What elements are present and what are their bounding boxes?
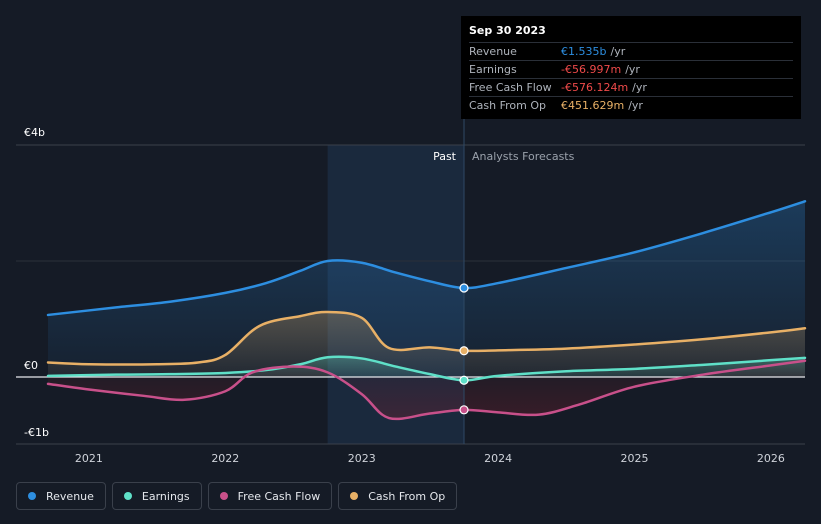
tooltip-row-cash-from-op: Cash From Op €451.629m /yr <box>469 96 793 114</box>
tooltip-row-free-cash-flow: Free Cash Flow -€576.124m /yr <box>469 78 793 96</box>
tooltip-label: Free Cash Flow <box>469 81 552 94</box>
tooltip-unit: /yr <box>625 63 640 76</box>
marker-point-revenue <box>459 283 469 293</box>
legend: Revenue Earnings Free Cash Flow Cash Fro… <box>16 482 458 510</box>
legend-dot-icon <box>28 492 36 500</box>
line-revenue <box>46 200 807 317</box>
legend-item-cash-from-op[interactable]: Cash From Op <box>338 482 458 510</box>
tooltip-value: -€56.997m <box>561 63 622 76</box>
marker-point-cash-from-op <box>459 346 469 356</box>
tooltip-date: Sep 30 2023 <box>469 24 546 37</box>
line-earnings <box>46 355 807 382</box>
past-label: Past <box>433 150 457 163</box>
tooltip-value: -€576.124m <box>561 81 629 94</box>
line-cash-from-op <box>46 310 807 366</box>
tooltip-unit: /yr <box>628 99 643 112</box>
tooltip: Sep 30 2023 Revenue €1.535b /yr Earnings… <box>461 16 801 119</box>
area-revenue <box>48 201 805 377</box>
y-axis-label: €4b <box>24 126 45 139</box>
legend-item-earnings[interactable]: Earnings <box>111 482 202 510</box>
legend-dot-icon <box>350 492 359 500</box>
legend-label: Earnings <box>141 489 190 503</box>
line-free-cash-flow <box>46 359 807 421</box>
forecast-label: Analysts Forecasts <box>472 150 575 163</box>
x-tick-label: 2025 <box>621 452 649 465</box>
tooltip-unit: /yr <box>610 45 626 58</box>
y-axis-label: €0 <box>24 359 38 372</box>
legend-label: Revenue <box>46 489 94 503</box>
marker-point-earnings <box>459 375 469 385</box>
x-tick-label: 2021 <box>75 452 103 465</box>
legend-label: Cash From Op <box>368 489 446 503</box>
x-tick-label: 2023 <box>348 452 376 465</box>
tooltip-unit: /yr <box>632 81 647 94</box>
area-cash-from-op <box>48 312 805 377</box>
tooltip-row-earnings: Earnings -€56.997m /yr <box>469 60 793 78</box>
tooltip-label: Cash From Op <box>469 99 547 112</box>
x-tick-label: 2022 <box>211 452 239 465</box>
tooltip-value: €451.629m <box>561 99 625 112</box>
tooltip-value: €1.535b <box>561 45 607 58</box>
x-tick-label: 2024 <box>484 452 512 465</box>
tooltip-label: Revenue <box>469 45 517 58</box>
legend-dot-icon <box>123 492 132 500</box>
x-tick-label: 2026 <box>757 452 785 465</box>
tooltip-row-revenue: Revenue €1.535b /yr <box>469 42 793 60</box>
legend-item-free-cash-flow[interactable]: Free Cash Flow <box>207 482 333 510</box>
area-free-cash-flow <box>48 360 805 419</box>
area-earnings <box>48 356 805 381</box>
y-axis-label: -€1b <box>24 426 49 439</box>
legend-item-revenue[interactable]: Revenue <box>16 482 106 510</box>
legend-label: Free Cash Flow <box>237 489 321 503</box>
legend-dot-icon <box>219 492 228 500</box>
tooltip-label: Earnings <box>469 63 517 76</box>
marker-point-free-cash-flow <box>459 405 469 415</box>
